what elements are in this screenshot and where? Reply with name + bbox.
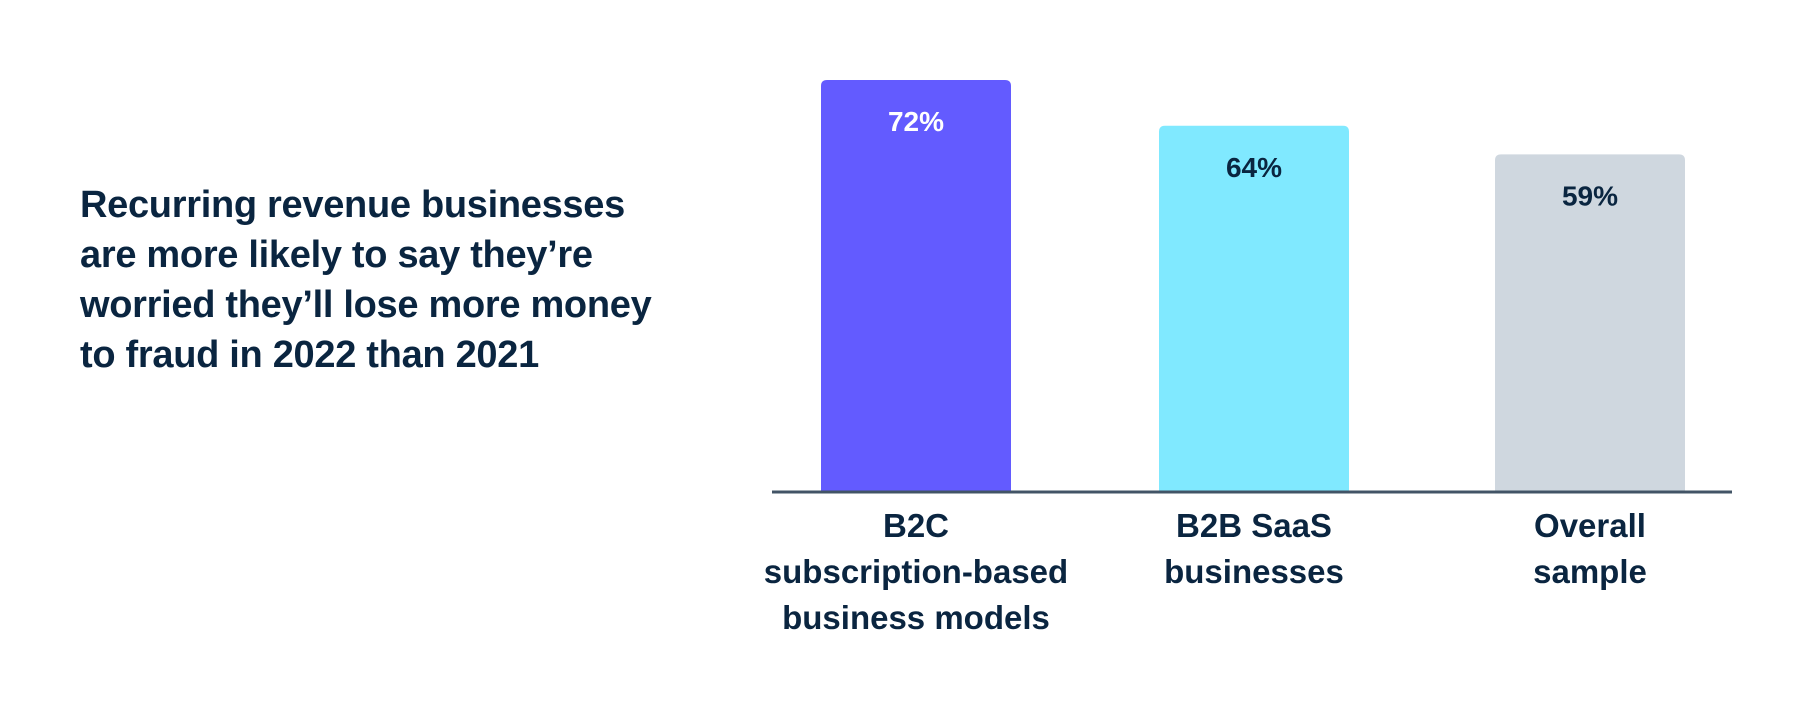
bar-3 (1495, 154, 1685, 492)
category-label-1-line-3: business models (782, 599, 1050, 636)
bar-value-label-3: 59% (1562, 180, 1618, 211)
category-label-3-line-2: sample (1533, 553, 1647, 590)
category-label-1-line-1: B2C (883, 507, 949, 544)
category-label-3-line-1: Overall (1534, 507, 1646, 544)
bar-1 (821, 80, 1011, 492)
category-label-2-line-2: businesses (1164, 553, 1344, 590)
chart-title: Recurring revenue businesses are more li… (80, 184, 652, 376)
category-label-1-line-2: subscription-based (764, 553, 1068, 590)
bar-2 (1159, 125, 1349, 493)
bars-group: 72% 64% 59% (821, 80, 1685, 493)
category-label-2-line-1: B2B SaaS (1176, 507, 1332, 544)
bar-value-label-2: 64% (1226, 152, 1282, 183)
category-labels-group: B2C subscription-based business models B2B … (764, 507, 1647, 636)
bar-value-label-1: 72% (888, 106, 944, 137)
